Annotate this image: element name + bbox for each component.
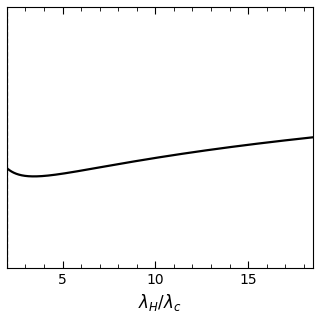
X-axis label: $\lambda_H/\lambda_c$: $\lambda_H/\lambda_c$ [138,292,182,313]
